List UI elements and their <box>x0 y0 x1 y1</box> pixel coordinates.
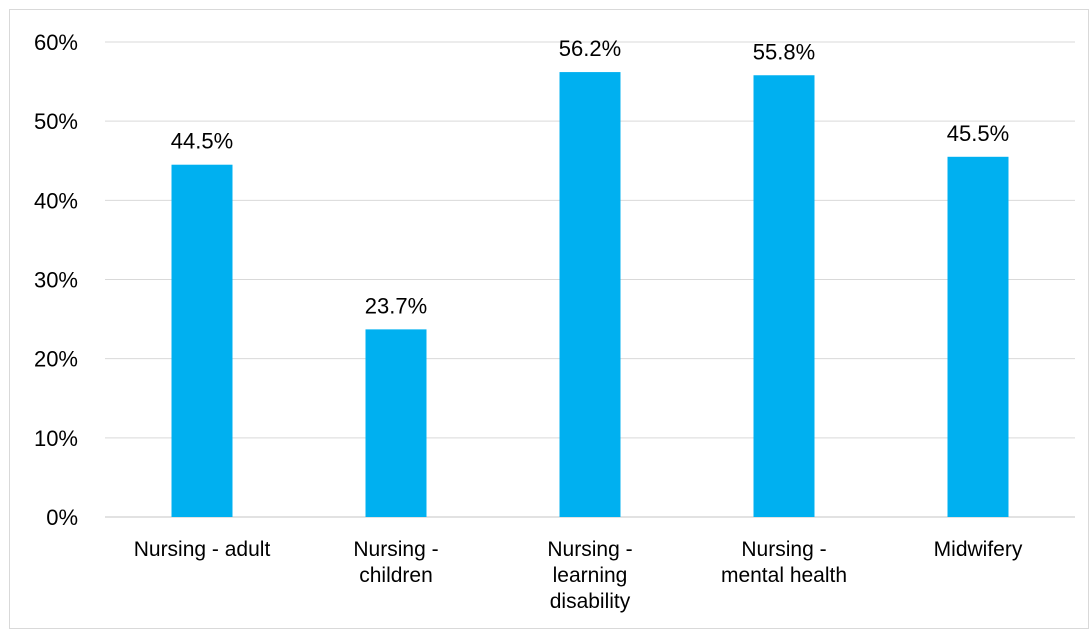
data-label: 45.5% <box>947 121 1009 146</box>
data-label: 55.8% <box>753 39 815 64</box>
y-tick-label: 30% <box>34 268 78 293</box>
data-label: 44.5% <box>171 129 233 154</box>
x-tick-label: Nursing - adult <box>134 538 271 561</box>
x-tick-label-line: mental health <box>721 564 847 587</box>
x-tick-label-line: learning <box>553 564 628 587</box>
bar <box>559 72 621 517</box>
x-tick-label-line: disability <box>550 590 631 613</box>
bar <box>947 156 1009 517</box>
x-tick-label-line: children <box>359 564 433 587</box>
x-tick-label-line: Nursing - <box>741 538 826 561</box>
x-tick-label: Midwifery <box>934 538 1023 561</box>
bar <box>171 164 233 518</box>
x-tick-label-line: Midwifery <box>934 538 1023 561</box>
y-tick-label: 50% <box>34 109 78 134</box>
x-tick-label: Nursing - mental health <box>721 538 847 587</box>
bar <box>753 75 815 517</box>
x-tick-label-line: Nursing - <box>353 538 438 561</box>
y-tick-label: 20% <box>34 347 78 372</box>
y-tick-label: 0% <box>46 505 78 530</box>
data-label: 56.2% <box>559 36 621 61</box>
data-label: 23.7% <box>365 293 427 318</box>
bar <box>365 329 427 517</box>
x-tick-label: Nursing - learning disability <box>547 538 632 613</box>
y-tick-label: 40% <box>34 188 78 213</box>
y-tick-label: 60% <box>34 30 78 55</box>
y-tick-label: 10% <box>34 426 78 451</box>
x-tick-label-line: Nursing - adult <box>134 538 271 561</box>
x-tick-label: Nursing - children <box>353 538 438 587</box>
x-tick-label-line: Nursing - <box>547 538 632 561</box>
